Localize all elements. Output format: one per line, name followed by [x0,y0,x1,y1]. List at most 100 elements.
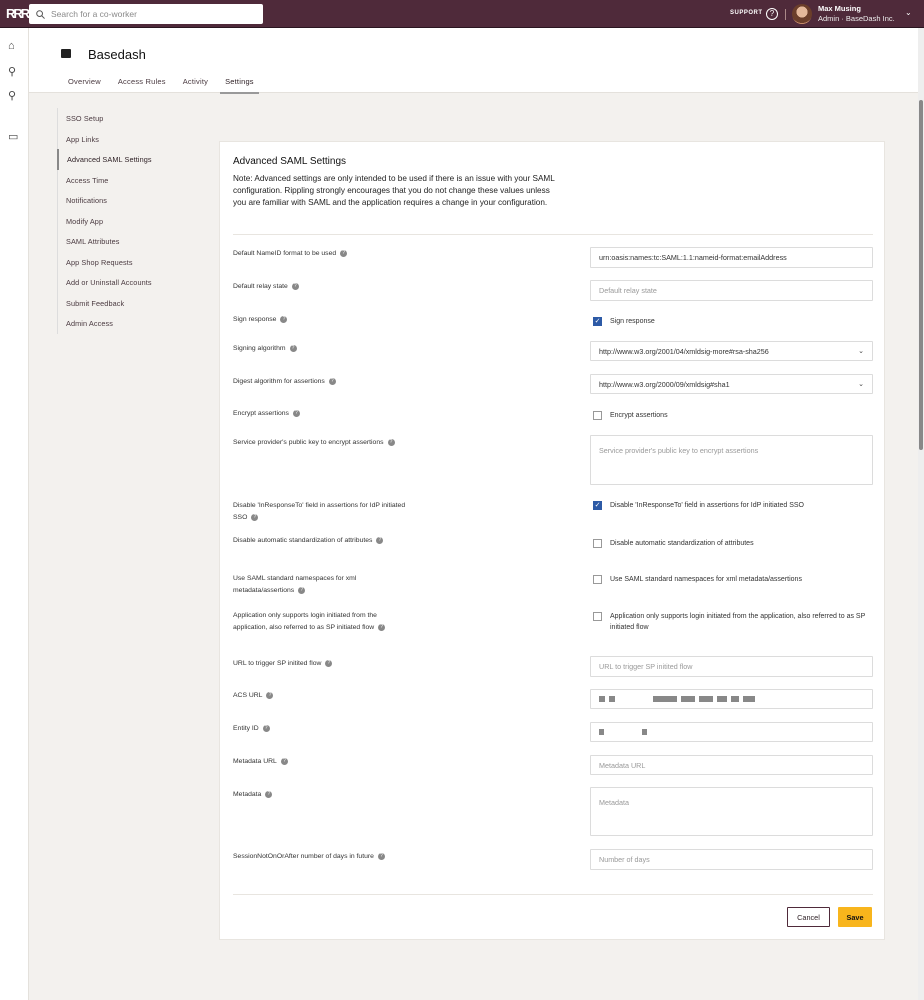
help-icon[interactable]: ? [280,757,288,765]
input-field[interactable]: URL to trigger SP initited flow [590,656,873,677]
user-name[interactable]: Max Musing [818,4,861,13]
help-icon[interactable]: ? [251,513,259,521]
help-icon[interactable]: ? [328,377,336,385]
help-icon[interactable]: ? [376,536,384,544]
field-label: Default NameID format to be used? [233,248,408,260]
scrollbar[interactable] [918,28,924,1000]
help-icon[interactable]: ? [292,409,300,417]
redacted-field[interactable] [590,722,873,742]
help-icon[interactable]: ? [378,623,386,631]
field-label: Service provider's public key to encrypt… [233,437,408,449]
page-title: Basedash [88,47,146,62]
help-icon[interactable]: ? [266,691,274,699]
select-field[interactable]: http://www.w3.org/2000/09/xmldsig#sha1 ⌄ [590,374,873,394]
search-placeholder: Search for a co-worker [51,9,137,19]
briefcase-icon[interactable]: ▭ [8,131,19,143]
tab-access-rules[interactable]: Access Rules [117,77,166,86]
sidebar-item-saml-attributes[interactable]: SAML Attributes [66,237,120,246]
checkbox-7[interactable]: ✓ Disable 'InResponseTo' field in asserti… [593,500,873,511]
remove-user-icon[interactable]: ⚲ [8,90,17,102]
field-label-text: Default NameID format to be used [233,250,337,257]
sidebar-item-access-time[interactable]: Access Time [66,175,109,185]
tab-activity[interactable]: Activity [182,77,209,86]
add-user-icon[interactable]: ⚲ [8,66,17,78]
sidebar-item-advanced-saml-settings[interactable]: Advanced SAML Settings [57,149,217,170]
field-label-text: Disable 'InResponseTo' field in assertio… [233,502,406,521]
field-label: URL to trigger SP initited flow? [233,658,408,670]
checkbox-10[interactable]: Application only supports login initiate… [593,611,873,633]
help-icon[interactable]: ? [325,659,333,667]
avatar[interactable] [792,4,812,24]
sidebar-item-notifications[interactable]: Notifications [66,196,108,205]
checkbox-8[interactable]: Disable automatic standardization of att… [593,538,873,549]
chevron-down-icon[interactable]: ⌄ [858,381,864,388]
help-icon[interactable]: ? [387,438,395,446]
field-label-text: SessionNotOnOrAfter number of days in fu… [233,853,374,860]
field-label-text: Use SAML standard namespaces for xml met… [233,575,357,594]
checkbox-2[interactable]: ✓ Sign response [593,316,873,327]
textarea-value: Service provider's public key to encrypt… [599,446,759,455]
support-link[interactable]: SUPPORT [730,10,763,16]
help-icon[interactable]: ? [262,724,270,732]
help-icon[interactable]: ? [340,249,348,257]
home-icon[interactable]: ⌂ [8,40,15,52]
save-button[interactable]: Save [838,907,872,927]
chevron-down-icon[interactable]: ⌄ [905,8,912,17]
chevron-down-icon[interactable]: ⌄ [858,348,864,355]
checkbox-label: Disable automatic standardization of att… [610,540,754,547]
checkbox-box[interactable] [593,575,602,584]
sidebar-item-submit-feedback[interactable]: Submit Feedback [66,298,125,308]
redacted-value [599,729,647,735]
field-label: Disable 'InResponseTo' field in assertio… [233,500,408,524]
field-label-text: ACS URL [233,692,263,699]
checkbox-5[interactable]: Encrypt assertions [593,410,873,421]
input-field[interactable]: Metadata URL [590,755,873,775]
checkbox-9[interactable]: Use SAML standard namespaces for xml met… [593,574,873,585]
sidebar-item-sso-setup[interactable]: SSO Setup [66,114,104,123]
help-icon[interactable]: ? [280,315,288,323]
sidebar-item-add-or-uninstall-accounts[interactable]: Add or Uninstall Accounts [66,278,152,287]
field-label-text: Disable automatic standardization of att… [233,537,373,544]
field-label-text: Signing algorithm [233,345,286,352]
sidebar-item-admin-access[interactable]: Admin Access [66,319,114,328]
input-value: Metadata URL [599,760,646,770]
help-icon[interactable]: ? [291,282,299,290]
tab-settings[interactable]: Settings [220,77,259,94]
field-label-text: Application only supports login initiate… [233,612,377,631]
input-field[interactable]: urn:oasis:names:tc:SAML:1.1:nameid-forma… [590,247,873,268]
sidebar-item-modify-app[interactable]: Modify App [66,216,104,226]
textarea-field[interactable]: Service provider's public key to encrypt… [590,435,873,485]
checkbox-label: Encrypt assertions [610,412,668,419]
rippling-logo[interactable]: RRR [6,6,30,21]
sidebar-item-app-links[interactable]: App Links [66,134,99,144]
checkbox-box[interactable] [593,612,602,621]
input-value: URL to trigger SP initited flow [599,662,693,671]
redacted-field[interactable] [590,689,873,709]
redacted-value [599,696,755,702]
tab-overview[interactable]: Overview [68,77,101,86]
sidebar-item-app-shop-requests[interactable]: App Shop Requests [66,257,133,267]
checkbox-box[interactable] [593,411,602,420]
help-icon[interactable]: ? [377,852,385,860]
help-icon[interactable]: ? [766,8,778,20]
search-input[interactable]: Search for a co-worker [29,4,263,24]
cancel-button[interactable]: Cancel [787,907,830,927]
input-value: urn:oasis:names:tc:SAML:1.1:nameid-forma… [599,253,787,262]
input-field[interactable]: Number of days [590,849,873,870]
checkbox-box[interactable] [593,539,602,548]
field-label: Disable automatic standardization of att… [233,535,408,547]
select-value: http://www.w3.org/2001/04/xmldsig-more#r… [599,346,769,356]
checkbox-box[interactable]: ✓ [593,317,602,326]
help-icon[interactable]: ? [289,344,297,352]
input-field[interactable]: Default relay state [590,280,873,301]
textarea-field[interactable]: Metadata [590,787,873,836]
help-icon[interactable]: ? [265,790,273,798]
advanced-saml-card: Advanced SAML Settings Note: Advanced se… [219,141,885,940]
help-icon[interactable]: ? [298,586,306,594]
scrollbar-thumb[interactable] [919,100,923,450]
field-label: Metadata URL? [233,756,408,768]
field-label: Entity ID? [233,723,408,735]
checkbox-box[interactable]: ✓ [593,501,602,510]
divider [233,894,873,895]
select-field[interactable]: http://www.w3.org/2001/04/xmldsig-more#r… [590,341,873,361]
